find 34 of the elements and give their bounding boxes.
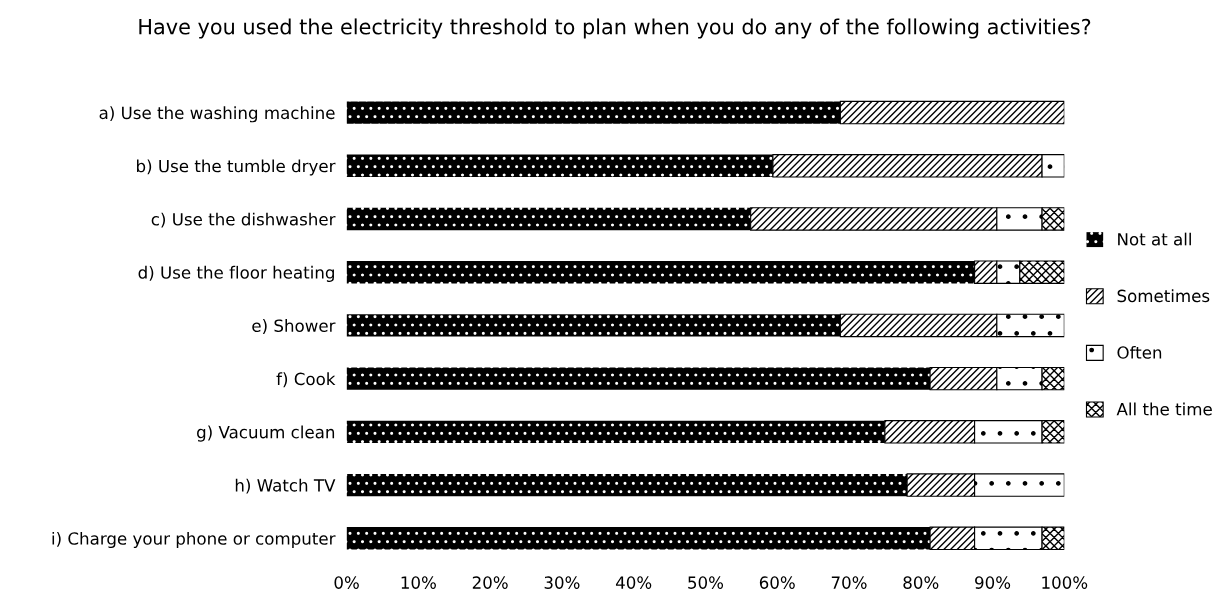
bar [346,527,931,550]
x-tick-label: 40% [615,576,652,589]
x-tick-label: 10% [401,576,436,589]
legend-label: Not at all [1118,232,1191,246]
y-tick-label: d) Use the floor heating [138,265,334,282]
y-tick-label: b) Use the tumble dryer [137,159,336,176]
bar [346,101,841,124]
x-tick-label: 90% [975,576,1011,589]
y-tick-label: a) Use the washing machine [99,106,335,123]
y-tick-label: h) Watch TV [235,478,336,494]
x-tick-label: 100% [1042,576,1088,589]
bar [346,261,975,284]
legend-label: Often [1117,345,1162,359]
chart-title: Have you used the electricity threshold to plan when you do any of the following activities? [139,18,1091,39]
x-tick-label: 20% [472,576,508,589]
y-tick-label: e) Shower [252,319,336,334]
y-tick-label: c) Use the dishwasher [151,212,336,228]
y-tick-label: f) Cook [276,372,336,388]
legend-label: Sometimes [1117,289,1210,303]
x-tick-label: 0% [334,576,359,589]
x-tick-label: 50% [688,576,724,589]
x-tick-label: 60% [759,576,795,589]
bar [346,420,885,444]
x-tick-label: 30% [544,576,580,589]
y-tick-label: i) Charge your phone or computer [52,531,336,549]
bar [346,314,841,337]
y-tick-label: g) Vacuum clean [197,425,335,442]
legend-label: All the time [1116,402,1212,416]
x-tick-label: 80% [903,576,939,589]
x-tick-label: 70% [831,576,867,589]
bar [346,473,908,497]
bar [346,207,751,231]
bar [346,154,773,177]
bar [346,367,931,390]
